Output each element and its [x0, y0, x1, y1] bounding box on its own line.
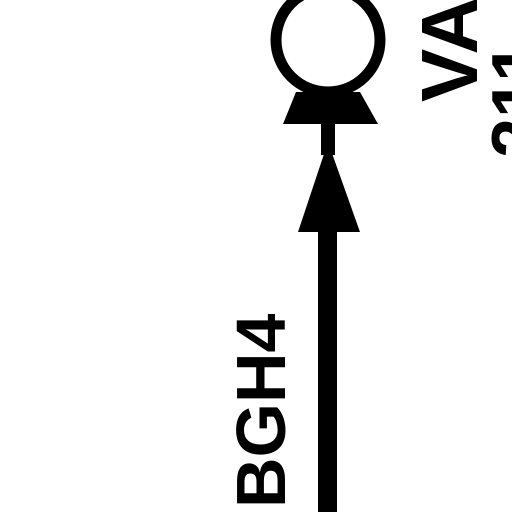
wire-label: BGH4: [222, 313, 300, 508]
terminal-cap: [283, 92, 378, 124]
connector-stem: [321, 115, 335, 155]
terminal-label-cutoff: 211: [478, 42, 512, 158]
wire-line: [318, 205, 337, 512]
terminal-label: VA: [405, 0, 494, 102]
terminal-circle-icon: [270, 0, 386, 98]
flow-arrow: [298, 142, 360, 232]
